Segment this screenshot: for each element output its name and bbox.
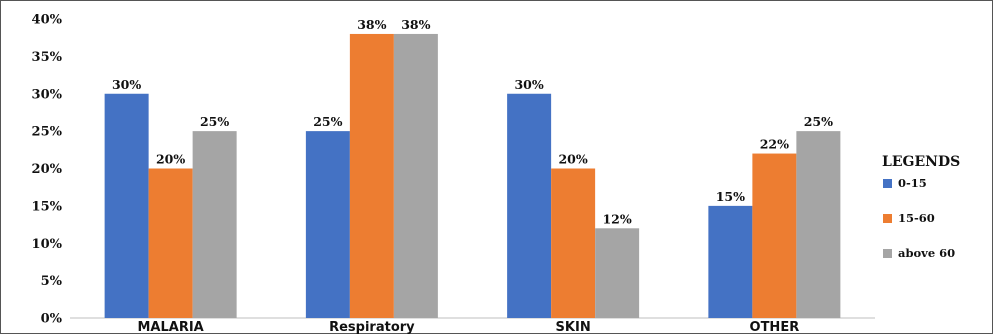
y-tick-label: 35% bbox=[32, 50, 63, 65]
y-tick-label: 30% bbox=[32, 87, 63, 102]
bar-15-60-skin bbox=[551, 168, 596, 318]
data-label: 30% bbox=[514, 77, 543, 92]
legend-swatch bbox=[883, 249, 892, 258]
category-label: MALARIA bbox=[137, 320, 203, 334]
data-label: 38% bbox=[357, 17, 386, 32]
bar-above-60-respiratory bbox=[393, 33, 438, 318]
y-tick-label: 0% bbox=[41, 312, 63, 327]
legend-label: above 60 bbox=[898, 246, 955, 260]
y-tick-label: 15% bbox=[32, 199, 63, 214]
y-tick-label: 40% bbox=[32, 13, 63, 28]
x-axis: MALARIA Respiratory SKIN OTHER bbox=[137, 320, 799, 334]
bar-above-60-skin bbox=[595, 228, 640, 318]
y-tick-label: 25% bbox=[32, 125, 63, 140]
legend-swatch bbox=[883, 179, 892, 188]
category-label: Respiratory bbox=[329, 320, 415, 334]
data-label: 20% bbox=[558, 152, 587, 167]
data-label: 15% bbox=[716, 189, 745, 204]
bar-15-60-malaria bbox=[148, 168, 193, 318]
y-tick-label: 20% bbox=[32, 162, 63, 177]
bar-0-15-respiratory bbox=[305, 131, 350, 318]
data-label: 38% bbox=[401, 17, 430, 32]
bar-above-60-malaria bbox=[192, 131, 237, 318]
bars bbox=[104, 33, 841, 318]
y-tick-label: 10% bbox=[32, 237, 63, 252]
data-label: 22% bbox=[760, 137, 789, 152]
y-tick-label: 5% bbox=[41, 274, 63, 289]
legend-title: LEGENDS bbox=[882, 154, 960, 170]
data-label: 30% bbox=[112, 77, 141, 92]
data-label: 25% bbox=[804, 114, 833, 129]
category-label: OTHER bbox=[750, 320, 800, 334]
data-label: 25% bbox=[313, 114, 342, 129]
legend-swatch bbox=[883, 214, 892, 223]
bar-0-15-other bbox=[708, 205, 753, 318]
legend-label: 0-15 bbox=[898, 176, 927, 190]
category-label: SKIN bbox=[556, 320, 591, 334]
bar-0-15-malaria bbox=[104, 93, 149, 318]
bar-0-15-skin bbox=[507, 93, 552, 318]
bar-above-60-other bbox=[796, 131, 841, 318]
data-label: 25% bbox=[200, 114, 229, 129]
data-labels: 30% 20% 25% 25% 38% 38% 30% 20% 12% 15% 22% 25% bbox=[112, 17, 833, 226]
data-label: 20% bbox=[156, 152, 185, 167]
data-label: 12% bbox=[602, 211, 631, 226]
legend-label: 15-60 bbox=[898, 211, 935, 225]
bar-15-60-respiratory bbox=[349, 33, 394, 318]
bar-15-60-other bbox=[752, 153, 797, 318]
legend: LEGENDS 0-15 15-60 above 60 bbox=[882, 154, 960, 260]
